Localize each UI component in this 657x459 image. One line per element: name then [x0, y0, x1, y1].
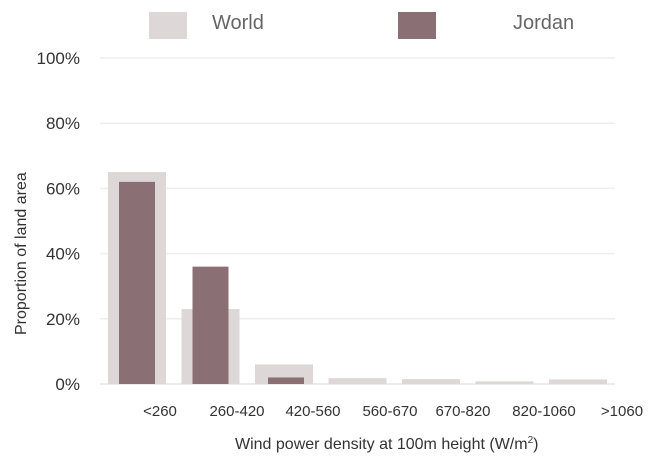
y-tick-label: 40% [46, 245, 80, 264]
bar-jordan [119, 181, 155, 384]
x-axis-ticks: <260 260-420 420-560 560-670 670-820 820-1060… [143, 403, 643, 420]
legend: World Jordan [149, 12, 574, 39]
y-axis-ticks: 0% 20% 40% 60% 80% 100% [37, 49, 80, 394]
x-tick-label: >1060 [601, 403, 643, 420]
bar-world [402, 379, 460, 384]
legend-swatch-world [149, 12, 187, 39]
x-tick-label: 670-820 [435, 403, 490, 420]
legend-label-jordan: Jordan [513, 12, 574, 34]
legend-label-world: World [212, 12, 264, 34]
x-tick-label: <260 [143, 403, 177, 420]
x-tick-label: 560-670 [362, 403, 417, 420]
legend-swatch-jordan [398, 12, 436, 39]
bar-jordan [268, 377, 304, 384]
x-tick-label: 820-1060 [512, 403, 575, 420]
y-tick-label: 0% [55, 375, 80, 394]
y-tick-label: 20% [46, 310, 80, 329]
bar-jordan [192, 266, 229, 384]
x-tick-label: 260-420 [209, 403, 264, 420]
y-tick-label: 80% [46, 114, 80, 133]
y-axis-title: Proportion of land area [13, 172, 30, 335]
x-axis-title: Wind power density at 100m height (W/m2) [235, 435, 538, 453]
bar-world [475, 381, 534, 384]
y-tick-label: 60% [46, 179, 80, 198]
y-tick-label: 100% [37, 49, 80, 68]
bar-world [549, 379, 607, 384]
x-tick-label: 420-560 [285, 403, 340, 420]
bars [108, 172, 607, 384]
gridlines [100, 57, 615, 385]
bar-world [328, 378, 387, 384]
